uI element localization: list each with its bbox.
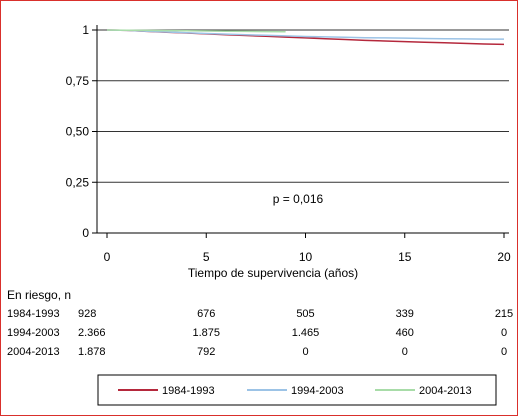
y-tick-label: 0,50	[66, 125, 90, 139]
at-risk-value: 0	[402, 346, 408, 358]
at-risk-value: 0	[501, 327, 507, 339]
x-tick-label: 5	[203, 250, 210, 264]
x-tick-label: 10	[299, 250, 313, 264]
y-tick-label: 0,75	[66, 74, 90, 88]
at-risk-value: 215	[495, 308, 513, 320]
at-risk-value: 676	[197, 308, 215, 320]
series-lines	[106, 29, 505, 46]
at-risk-period: 1984-1993	[7, 308, 60, 320]
at-risk-value: 0	[302, 346, 308, 358]
at-risk-value: 792	[197, 346, 215, 358]
y-ticks: 0 0,25 0,50 0,75 1	[66, 23, 97, 240]
legend-box	[97, 374, 497, 406]
at-risk-value: 1.878	[78, 346, 106, 358]
at-risk-period: 2004-2013	[7, 346, 60, 358]
y-tick-label: 0	[82, 226, 89, 240]
at-risk-label: En riesgo, n	[7, 288, 71, 302]
at-risk-value: 460	[396, 327, 414, 339]
grid-lines	[97, 29, 509, 183]
x-tick-label: 15	[398, 250, 412, 264]
at-risk-value: 339	[396, 308, 414, 320]
legend-entry: 1994-2003	[291, 385, 344, 397]
y-tick-label: 0,25	[66, 175, 90, 189]
at-risk-value: 928	[78, 308, 96, 320]
x-ticks: 0 5 10 15 20	[104, 233, 511, 264]
at-risk-table: 1984-1993 928 676 505 339 215 1994-2003 2.366 1.…	[7, 308, 513, 358]
p-value-annotation: p = 0,016	[273, 192, 324, 206]
x-axis-label: Tiempo de supervivencia (años)	[188, 266, 358, 280]
at-risk-value: 1.465	[292, 327, 320, 339]
legend-entry: 2004-2013	[419, 385, 472, 397]
x-tick-label: 20	[497, 250, 511, 264]
at-risk-period: 1994-2003	[7, 327, 60, 339]
legend-entry: 1984-1993	[162, 385, 215, 397]
series-line-2004-2013	[106, 29, 286, 33]
x-tick-label: 0	[104, 250, 111, 264]
y-tick-label: 1	[82, 23, 89, 37]
legend: 1984-1993 1994-2003 2004-2013	[118, 385, 472, 397]
at-risk-value: 0	[501, 346, 507, 358]
at-risk-value: 2.366	[78, 327, 106, 339]
at-risk-value: 505	[296, 308, 314, 320]
axes	[96, 25, 509, 234]
at-risk-value: 1.875	[192, 327, 220, 339]
series-line-1994-2003	[106, 29, 504, 40]
